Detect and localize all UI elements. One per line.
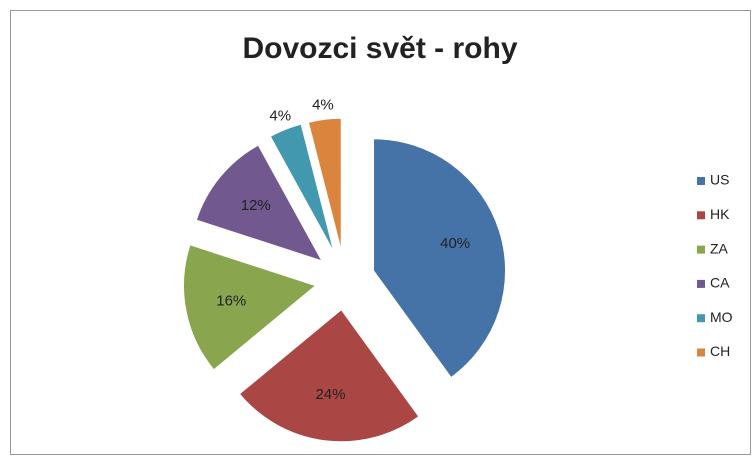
- legend-label: HK: [710, 206, 730, 222]
- pie-slice: [238, 309, 420, 443]
- legend-swatch: [697, 279, 705, 288]
- chart-title: Dovozci svět - rohy: [242, 32, 517, 65]
- legend-swatch: [697, 348, 705, 357]
- data-label: 4%: [312, 96, 334, 113]
- legend-label: US: [710, 172, 729, 188]
- legend-swatch: [697, 177, 705, 185]
- data-label: 16%: [216, 293, 246, 310]
- data-label: 4%: [269, 107, 291, 124]
- data-label: 40%: [440, 235, 470, 252]
- legend-swatch: [697, 245, 705, 254]
- pie-slice: [195, 144, 323, 262]
- legend-label: CA: [710, 275, 730, 291]
- pie-slice: [183, 244, 317, 371]
- legend-label: CH: [710, 343, 730, 359]
- pie-slice: [269, 123, 335, 253]
- legend-swatch: [697, 314, 705, 323]
- legend-label: ZA: [710, 240, 729, 256]
- pie-slice: [373, 138, 507, 379]
- legend-swatch: [697, 211, 705, 220]
- data-label: 24%: [315, 386, 345, 403]
- data-label: 12%: [241, 197, 271, 214]
- legend-label: MO: [710, 309, 733, 325]
- pie-slice: [307, 117, 342, 251]
